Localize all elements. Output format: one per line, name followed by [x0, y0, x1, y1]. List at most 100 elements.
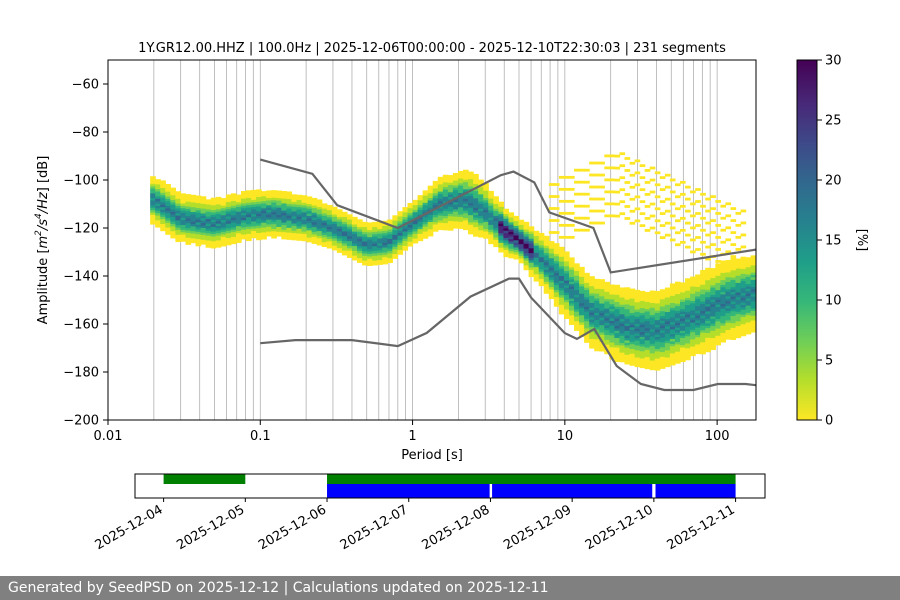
density-cell	[543, 240, 550, 244]
density-cell	[473, 212, 479, 216]
density-cell	[306, 227, 313, 231]
density-cell	[452, 225, 459, 229]
density-cell	[680, 289, 686, 293]
density-cell	[614, 332, 621, 336]
density-cell	[685, 283, 691, 286]
density-cell	[705, 257, 711, 261]
density-cell	[286, 220, 293, 224]
density-cell	[604, 317, 610, 321]
density-cell	[452, 218, 459, 222]
density-cell	[705, 320, 711, 324]
density-cell	[483, 228, 489, 232]
density-cell	[367, 232, 373, 235]
density-cell	[730, 322, 737, 326]
density-cell	[624, 313, 631, 317]
density-cell	[311, 236, 318, 240]
density-cell	[175, 191, 182, 195]
density-cell	[624, 323, 631, 327]
density-cell	[664, 292, 671, 296]
density-cell	[725, 329, 732, 333]
density-cell	[649, 290, 656, 294]
density-cell	[639, 302, 646, 306]
density-cell	[392, 220, 399, 223]
density-cell	[205, 216, 212, 219]
density-cell	[619, 321, 626, 324]
density-cell	[568, 211, 575, 215]
density-cell	[695, 332, 701, 335]
density-cell	[594, 300, 600, 304]
density-cell	[442, 208, 449, 212]
density-cell	[584, 277, 590, 281]
density-cell	[584, 316, 590, 319]
density-cell	[286, 191, 293, 195]
density-cell	[634, 349, 641, 353]
density-cell	[246, 209, 252, 213]
density-cell	[316, 201, 323, 205]
density-cell	[215, 206, 222, 210]
density-cell	[720, 282, 727, 285]
density-cell	[624, 359, 631, 363]
density-cell	[629, 350, 636, 354]
density-cell	[498, 223, 504, 227]
density-cell	[508, 219, 515, 223]
density-cell	[563, 285, 570, 288]
density-cell	[599, 300, 605, 304]
density-cell	[382, 251, 388, 255]
density-cell	[286, 227, 293, 231]
density-cell	[659, 361, 666, 365]
density-cell	[488, 212, 494, 216]
density-cell	[599, 310, 605, 314]
density-cell	[442, 215, 449, 219]
density-cell	[291, 220, 298, 224]
density-cell	[352, 236, 358, 239]
density-cell	[654, 305, 661, 309]
density-cell	[230, 198, 237, 201]
density-cell	[457, 202, 464, 205]
density-cell	[336, 240, 343, 244]
density-cell	[634, 306, 641, 310]
density-cell	[261, 200, 267, 204]
density-cell	[558, 290, 565, 293]
density-cell	[180, 195, 187, 199]
density-cell	[478, 229, 484, 233]
density-cell	[382, 223, 388, 226]
density-cell	[261, 219, 267, 223]
density-cell	[710, 207, 716, 211]
density-cell	[392, 236, 399, 240]
density-cell	[624, 337, 631, 341]
density-cell	[710, 342, 716, 346]
density-cell	[150, 185, 156, 189]
density-cell	[558, 199, 565, 203]
density-cell	[649, 312, 656, 315]
density-cell	[750, 315, 756, 319]
density-cell	[740, 326, 747, 330]
density-cell	[190, 238, 197, 241]
density-cell	[695, 248, 701, 251]
density-cell	[750, 322, 756, 326]
density-cell	[341, 226, 348, 230]
density-cell	[674, 231, 681, 235]
density-cell	[402, 228, 409, 232]
density-cell	[634, 347, 641, 351]
density-cell	[528, 245, 535, 249]
density-cell	[442, 189, 449, 192]
density-cell	[422, 226, 429, 230]
density-cell	[170, 211, 176, 215]
density-cell	[710, 311, 716, 315]
density-cell	[609, 202, 616, 206]
density-cell	[604, 296, 610, 300]
density-cell	[528, 226, 535, 230]
density-cell	[654, 360, 661, 364]
density-cell	[205, 240, 212, 243]
density-cell	[594, 161, 600, 165]
density-cell	[568, 286, 575, 289]
density-cell	[251, 201, 257, 205]
density-cell	[200, 205, 207, 209]
density-cell	[700, 341, 706, 345]
density-cell	[205, 218, 212, 222]
density-cell	[690, 286, 696, 289]
density-cell	[649, 336, 656, 339]
density-cell	[240, 229, 247, 233]
density-cell	[382, 256, 388, 260]
density-cell	[240, 224, 247, 228]
